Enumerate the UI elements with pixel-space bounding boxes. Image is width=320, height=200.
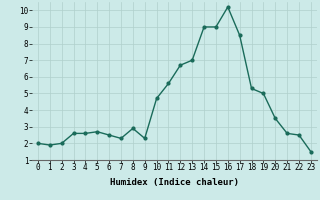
X-axis label: Humidex (Indice chaleur): Humidex (Indice chaleur) xyxy=(110,178,239,187)
